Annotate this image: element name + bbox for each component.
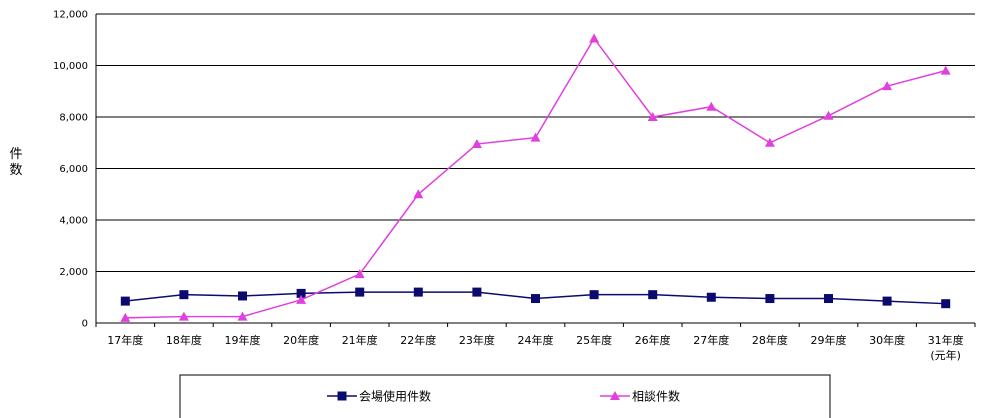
y-axis-label-char: 件 xyxy=(9,147,22,162)
y-tick-label: 4,000 xyxy=(59,216,88,227)
legend-label: 相談件数 xyxy=(632,389,680,404)
legend: 会場使用件数 相談件数 xyxy=(179,374,831,418)
data-point xyxy=(237,311,248,321)
data-point xyxy=(706,101,717,111)
x-axis-categories: 17年度 18年度 19年度 20年度 21年度 22年度 23年度 24年度 25年度 26年度… xyxy=(107,333,963,362)
series-lines xyxy=(120,33,951,322)
legend-marker xyxy=(610,391,620,400)
data-point xyxy=(589,33,600,43)
data-point xyxy=(471,139,482,149)
data-point xyxy=(238,291,247,301)
series-line xyxy=(125,37,946,319)
y-tick-label: 10,000 xyxy=(53,61,88,72)
data-point xyxy=(472,287,482,297)
data-point xyxy=(120,296,130,306)
x-tick-label: 18年度 xyxy=(166,333,202,347)
legend-marker xyxy=(337,391,347,401)
legend-box xyxy=(179,374,831,418)
data-point xyxy=(178,311,189,321)
legend-entry: 会場使用件数 xyxy=(327,389,431,404)
x-tick-label: 17年度 xyxy=(107,333,143,347)
data-point xyxy=(823,110,834,120)
data-point xyxy=(354,269,365,279)
x-tick-label: 22年度 xyxy=(400,333,436,347)
data-point xyxy=(648,290,658,300)
y-tick-label: 2,000 xyxy=(59,267,88,278)
legend-entry: 相談件数 xyxy=(600,389,680,404)
legend-label: 会場使用件数 xyxy=(359,389,431,404)
y-tick-label: 8,000 xyxy=(59,113,88,124)
x-tick-label: 29年度 xyxy=(811,333,847,347)
x-tick-label: 21年度 xyxy=(342,333,378,347)
series-1 xyxy=(120,287,951,309)
data-point xyxy=(120,312,131,322)
data-point xyxy=(530,132,541,142)
x-tick-label: 31年度 xyxy=(928,333,964,347)
x-tick-label: 28年度 xyxy=(752,333,788,347)
x-tick-label: 25年度 xyxy=(576,333,612,347)
x-tick-label: 24年度 xyxy=(518,333,554,347)
y-tick-label: 12,000 xyxy=(53,10,88,21)
data-point xyxy=(940,65,951,75)
y-axis-label-char: 数 xyxy=(9,163,22,178)
gridlines xyxy=(95,13,976,327)
data-point xyxy=(296,288,306,298)
x-tick-label: 27年度 xyxy=(693,333,729,347)
series-2 xyxy=(120,33,951,322)
x-tick-label: 23年度 xyxy=(459,333,495,347)
data-point xyxy=(882,296,892,306)
y-axis-ticks: 0 2,000 4,000 6,000 8,000 10,000 12,000 xyxy=(53,10,88,330)
data-point xyxy=(647,112,658,121)
x-tick-label: 20年度 xyxy=(283,333,319,347)
data-point xyxy=(941,299,951,309)
data-point xyxy=(765,294,775,304)
x-tick-label: 30年度 xyxy=(869,333,905,347)
data-point xyxy=(764,137,775,147)
data-point xyxy=(882,81,893,91)
data-point xyxy=(413,287,423,297)
data-point xyxy=(355,287,365,297)
data-point xyxy=(824,294,833,304)
y-tick-label: 6,000 xyxy=(59,164,88,175)
data-point xyxy=(296,294,307,304)
data-point xyxy=(531,294,540,304)
x-tick-label: 26年度 xyxy=(635,333,671,347)
x-tick-label: 19年度 xyxy=(225,333,261,347)
data-point xyxy=(589,290,599,300)
data-point xyxy=(706,292,716,302)
data-point xyxy=(413,189,424,199)
x-tick-sublabel: (元年) xyxy=(930,348,961,362)
y-tick-label: 0 xyxy=(82,319,88,330)
y-axis-label: 件数 xyxy=(9,147,22,178)
data-point xyxy=(179,290,189,300)
